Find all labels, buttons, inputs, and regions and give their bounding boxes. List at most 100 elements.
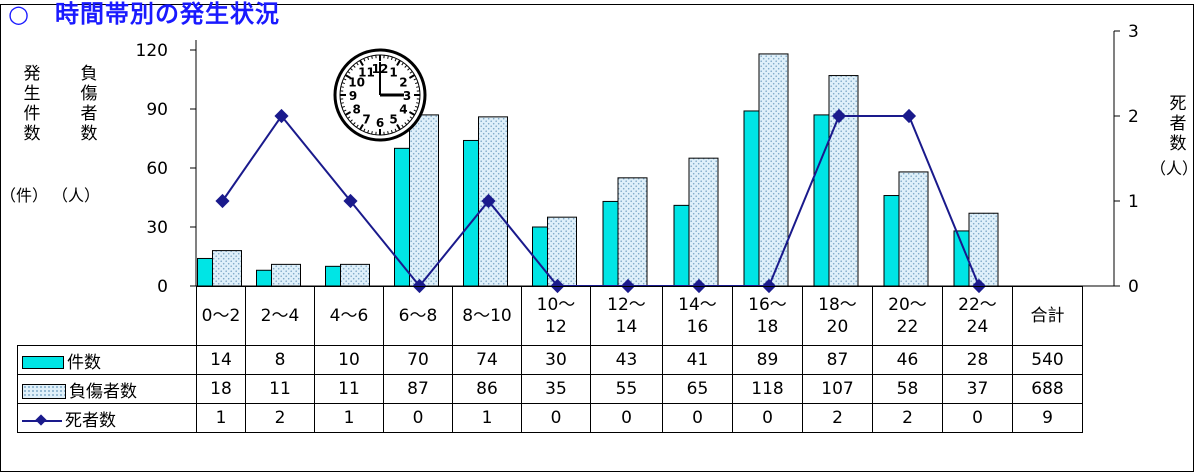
header-cell: 20〜 22 [872,286,943,346]
header-total: 合計 [1012,286,1083,346]
clock-numeral: 9 [349,89,357,103]
clock-tick [367,56,370,60]
table-row-injured: 負傷者数 18 11 11 87 86 35 55 65 118 107 58 … [17,374,1083,404]
clock-tick [341,105,345,108]
clock-tick [396,123,401,131]
table-cell: 1 [452,403,522,433]
clock-tick [363,58,366,62]
table-cell: 86 [452,374,522,404]
clock-tick [404,64,408,68]
table-cell: 0 [383,403,453,433]
table-cell: 18 [196,374,246,404]
clock-tick [394,128,397,132]
table-cell: 107 [802,374,873,404]
left-tick-label: 120 [136,41,168,61]
bar-injured [688,157,719,287]
clock-tick [341,82,345,85]
left-tick-label: 30 [146,218,168,238]
table-cell: 2 [245,403,315,433]
clock-tick [367,130,370,134]
table-cell: 35 [521,374,591,404]
table-cell: 0 [732,403,803,433]
clock-numeral: 5 [389,112,397,126]
header-cell: 10〜 12 [521,286,591,346]
clock-numeral: 3 [403,89,411,103]
clock-tick [352,64,356,68]
right-unit-deaths: （人） [1150,159,1195,178]
point-deaths [343,193,358,209]
clock-tick [415,82,419,85]
table-cell: 0 [662,403,733,433]
header-cell: 18〜 20 [802,286,873,346]
bar-incidents [602,200,619,287]
clock-tick [356,124,359,128]
clock-tick [349,67,353,71]
clock-tick [407,119,411,123]
clock-tick [347,116,351,119]
clock-tick [409,116,413,119]
left-unit-injured: （人） [52,186,101,205]
header-cell: 22〜 24 [942,286,1013,346]
clock-numeral: 4 [399,103,407,117]
point-deaths [901,108,917,124]
point-deaths [481,193,496,209]
table-cell: 8 [245,345,315,375]
clock-tick [387,55,389,59]
clock-tick [390,130,393,134]
clock-numeral: 2 [399,76,407,90]
header-cell: 2〜4 [245,286,315,346]
clock-tick [359,59,364,67]
table-cell: 1 [196,403,246,433]
clock-tick [401,62,404,66]
clock-tick [363,128,366,132]
clock-numeral: 8 [352,103,360,117]
legend-swatch-injured [22,384,66,399]
table-cell: 70 [383,345,453,375]
table-cell-total: 9 [1012,403,1083,433]
table-cell: 0 [590,403,663,433]
legend-injured: 負傷者数 [17,374,197,404]
clock-tick [349,119,353,123]
table-cell: 0 [942,403,1013,433]
header-blank [17,286,197,346]
clock-tick [356,62,359,66]
line-deaths [221,114,980,288]
bar-incidents [673,204,690,287]
clock-icon: 121234567891011 [333,48,427,142]
table-row-deaths: 死者数 1 2 1 0 1 0 0 0 0 2 2 0 9 [17,403,1083,433]
point-deaths [215,193,230,209]
table-header-row: 0〜2 2〜4 4〜6 6〜8 8〜10 10〜 12 12〜 14 14〜 16 1… [17,286,1083,346]
bar-incidents [743,110,760,287]
clock-tick [409,71,413,74]
clock-tick [404,122,408,126]
clock-tick [359,123,364,131]
table-cell: 89 [732,345,803,375]
clock-tick [340,86,344,88]
left-tick-label: 60 [146,159,168,179]
clock-tick [413,78,417,81]
table-cell: 55 [590,374,663,404]
right-tick-label: 0 [1128,277,1139,297]
clock-tick [408,74,416,79]
bar-injured [758,53,789,287]
right-tick-label: 2 [1128,107,1139,127]
table-cell: 37 [942,374,1013,404]
clock-tick [390,56,393,60]
clock-tick [408,111,416,116]
left-axis-label-injured: 負傷者数 [80,64,98,144]
bar-injured [409,114,439,287]
bar-injured [212,250,242,287]
bar-injured [968,212,999,287]
left-unit-incidents: （件） [0,186,49,205]
clock-tick [340,102,344,104]
header-cell: 4〜6 [314,286,384,346]
left-tick-label: 90 [146,100,168,120]
table-cell: 0 [521,403,591,433]
clock-numeral: 1 [389,66,397,80]
clock-tick [407,67,411,71]
table-cell: 14 [196,345,246,375]
clock-tick [415,105,419,108]
clock-tick [401,124,404,128]
clock-numeral: 10 [348,76,365,90]
